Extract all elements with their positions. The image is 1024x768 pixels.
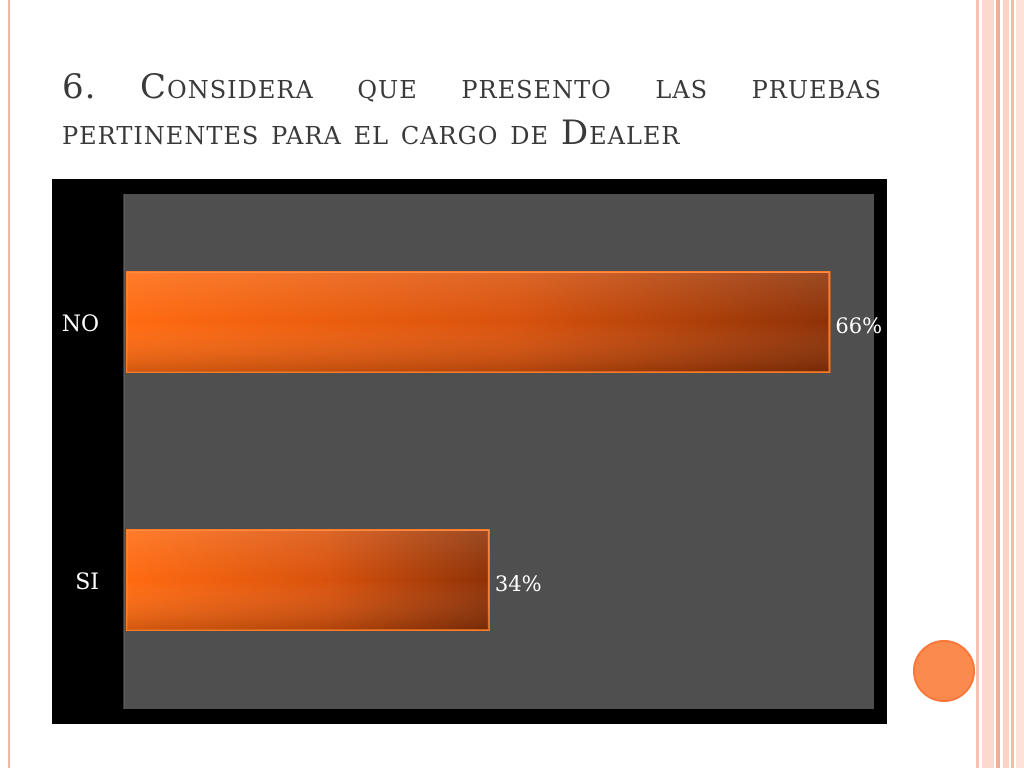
category-label-no: NO [62,312,99,337]
bar-chart: NO 66% SI 34% [52,179,887,724]
bar-shade [127,272,830,372]
decorative-stripes [976,0,1024,768]
accent-circle [913,640,975,702]
category-label-si: SI [75,570,99,595]
stripe [976,0,979,768]
stripe [1016,0,1024,768]
left-border-rule [8,0,10,768]
data-label-si: 34% [495,572,542,596]
stripe [1003,0,1009,768]
chart-svg: NO 66% SI 34% [52,179,887,724]
bar-shade [127,530,489,630]
stripe [996,0,1000,768]
bars-group: NO 66% SI 34% [62,271,882,631]
stripe [1011,0,1014,768]
data-label-no: 66% [835,314,882,338]
slide-title: 6. Considera que presento las pruebas pe… [62,67,882,153]
stripe [982,0,994,768]
